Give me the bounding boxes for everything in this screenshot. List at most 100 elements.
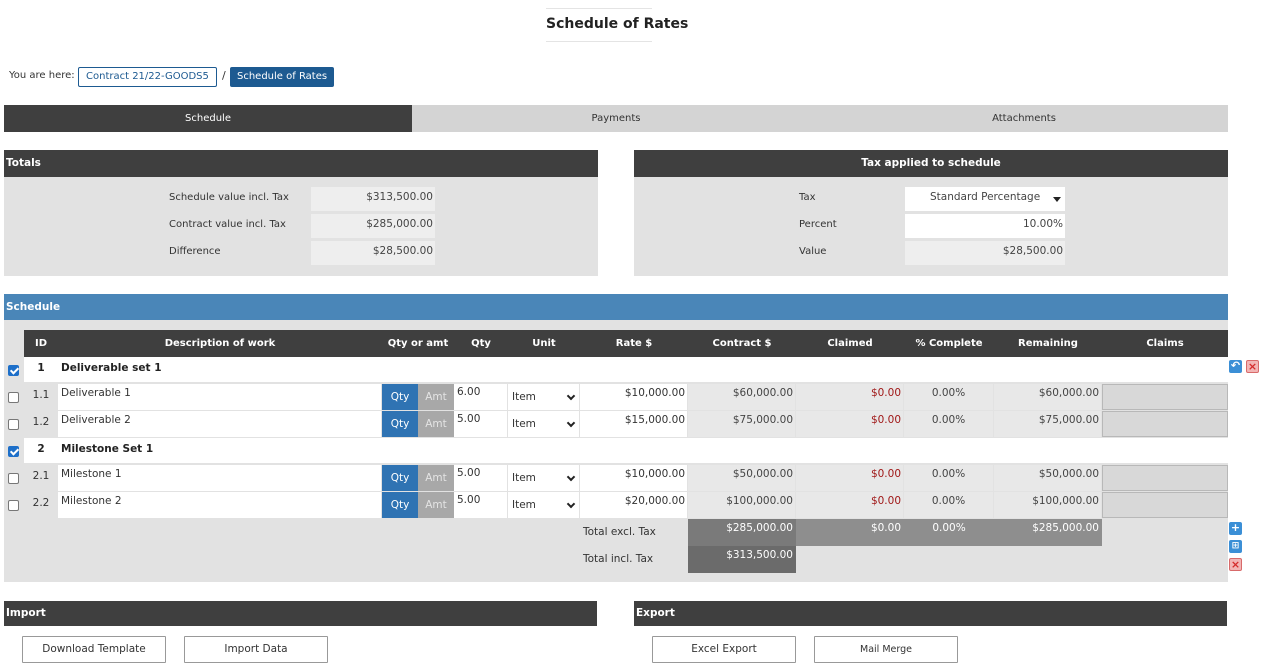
- difference-label: Difference: [169, 246, 221, 257]
- percent-complete-value: 0.00%: [904, 465, 993, 491]
- unit-select[interactable]: Item: [508, 384, 579, 410]
- item-description[interactable]: Milestone 1: [58, 465, 381, 491]
- total-excl-claimed: $0.00: [796, 519, 904, 546]
- breadcrumb-label: You are here:: [9, 70, 75, 81]
- totals-panel: Totals Schedule value incl. Tax $313,500…: [4, 150, 598, 276]
- item-id: 2.1: [32, 470, 50, 482]
- claims-cell: [1102, 492, 1228, 518]
- tax-panel: Tax applied to schedule Tax Standard Per…: [634, 150, 1228, 276]
- item-id: 1.2: [32, 416, 50, 428]
- import-header: Import: [4, 601, 597, 626]
- qty-input[interactable]: 5.00: [454, 492, 507, 518]
- col-rate: Rate $: [615, 338, 653, 349]
- tax-label: Tax: [799, 192, 816, 203]
- tax-value-label: Value: [799, 246, 827, 257]
- rate-input[interactable]: $10,000.00: [580, 465, 687, 491]
- claimed-value: $0.00: [796, 411, 903, 437]
- dropdown-arrow-icon: [1053, 197, 1061, 202]
- qty-input[interactable]: 5.00: [454, 465, 507, 491]
- col-percent-complete: % Complete: [915, 338, 983, 349]
- group-checkbox[interactable]: [8, 446, 19, 457]
- unit-select[interactable]: Item: [508, 465, 579, 491]
- breadcrumb-separator: /: [222, 69, 226, 82]
- delete-selected-icon[interactable]: ×: [1229, 558, 1242, 571]
- remaining-value: $100,000.00: [994, 492, 1101, 518]
- item-id: 2.2: [32, 497, 50, 509]
- amt-toggle-button[interactable]: Amt: [418, 492, 454, 518]
- unit-select-value: Item: [512, 391, 536, 403]
- contract-value: $60,000.00: [688, 384, 795, 410]
- download-template-button[interactable]: Download Template: [22, 636, 166, 663]
- tax-value: $28,500.00: [905, 241, 1065, 265]
- col-qty-or-amt: Qty or amt: [387, 338, 449, 349]
- undo-icon[interactable]: ↶: [1229, 359, 1242, 373]
- total-excl-remaining: $285,000.00: [994, 519, 1102, 546]
- remaining-value: $50,000.00: [994, 465, 1101, 491]
- row-checkbox[interactable]: [8, 473, 19, 484]
- contract-value: $100,000.00: [688, 492, 795, 518]
- tab-payments[interactable]: Payments: [591, 113, 641, 124]
- qty-toggle-button[interactable]: Qty: [382, 384, 418, 410]
- tax-header: Tax applied to schedule: [634, 150, 1228, 177]
- percent-input[interactable]: 10.00%: [905, 214, 1065, 238]
- col-id: ID: [34, 338, 48, 349]
- tab-schedule[interactable]: Schedule: [4, 105, 412, 132]
- amt-toggle-button[interactable]: Amt: [418, 465, 454, 491]
- claims-cell: [1102, 384, 1228, 410]
- add-group-icon[interactable]: ⊞: [1229, 540, 1242, 553]
- page-title: Schedule of Rates: [546, 8, 688, 42]
- group-name: Deliverable set 1: [61, 362, 162, 374]
- col-remaining: Remaining: [1018, 338, 1078, 349]
- amt-toggle-button[interactable]: Amt: [418, 384, 454, 410]
- breadcrumb-contract-link[interactable]: Contract 21/22-GOODS5: [78, 67, 217, 87]
- item-id: 1.1: [32, 389, 50, 401]
- col-description: Description of work: [164, 338, 276, 349]
- total-incl-contract: $313,500.00: [688, 546, 796, 573]
- row-checkbox[interactable]: [8, 419, 19, 430]
- breadcrumb-current[interactable]: Schedule of Rates: [230, 67, 335, 87]
- qty-toggle-button[interactable]: Qty: [382, 492, 418, 518]
- group-id: 2: [37, 443, 45, 455]
- excel-export-button[interactable]: Excel Export: [652, 636, 796, 663]
- qty-input[interactable]: 5.00: [454, 411, 507, 437]
- contract-value: $75,000.00: [688, 411, 795, 437]
- row-checkbox[interactable]: [8, 392, 19, 403]
- group-checkbox[interactable]: [8, 365, 19, 376]
- schedule-header: Schedule: [4, 294, 1228, 320]
- import-data-button[interactable]: Import Data: [184, 636, 328, 663]
- tab-attachments[interactable]: Attachments: [992, 113, 1056, 124]
- claimed-value: $0.00: [796, 465, 903, 491]
- contract-value: $50,000.00: [688, 465, 795, 491]
- unit-select-value: Item: [512, 472, 536, 484]
- claimed-value: $0.00: [796, 492, 903, 518]
- col-claimed: Claimed: [827, 338, 873, 349]
- delete-icon[interactable]: ×: [1246, 360, 1259, 373]
- item-description[interactable]: Deliverable 2: [58, 411, 381, 437]
- qty-toggle-button[interactable]: Qty: [382, 465, 418, 491]
- schedule-value-label: Schedule value incl. Tax: [169, 192, 289, 203]
- unit-select[interactable]: Item: [508, 411, 579, 437]
- mail-merge-button[interactable]: Mail Merge: [814, 636, 958, 663]
- tax-select[interactable]: Standard Percentage: [905, 187, 1065, 211]
- remaining-value: $75,000.00: [994, 411, 1101, 437]
- tab-bar: Schedule Payments Attachments: [4, 105, 1228, 132]
- col-qty: Qty: [471, 338, 491, 349]
- item-description[interactable]: Deliverable 1: [58, 384, 381, 410]
- qty-input[interactable]: 6.00: [454, 384, 507, 410]
- add-row-icon[interactable]: +: [1229, 521, 1242, 535]
- schedule-column-header: ID Description of work Qty or amt Qty Un…: [24, 330, 1228, 357]
- claims-cell: [1102, 465, 1228, 491]
- row-checkbox[interactable]: [8, 500, 19, 511]
- rate-input[interactable]: $10,000.00: [580, 384, 687, 410]
- contract-value: $285,000.00: [311, 214, 435, 238]
- item-description[interactable]: Milestone 2: [58, 492, 381, 518]
- tax-select-value: Standard Percentage: [930, 191, 1041, 203]
- rate-input[interactable]: $20,000.00: [580, 492, 687, 518]
- schedule-value: $313,500.00: [311, 187, 435, 211]
- amt-toggle-button[interactable]: Amt: [418, 411, 454, 437]
- unit-select[interactable]: Item: [508, 492, 579, 518]
- rate-input[interactable]: $15,000.00: [580, 411, 687, 437]
- group-id: 1: [37, 362, 45, 374]
- group-row: 1 Deliverable set 1: [24, 357, 1228, 382]
- qty-toggle-button[interactable]: Qty: [382, 411, 418, 437]
